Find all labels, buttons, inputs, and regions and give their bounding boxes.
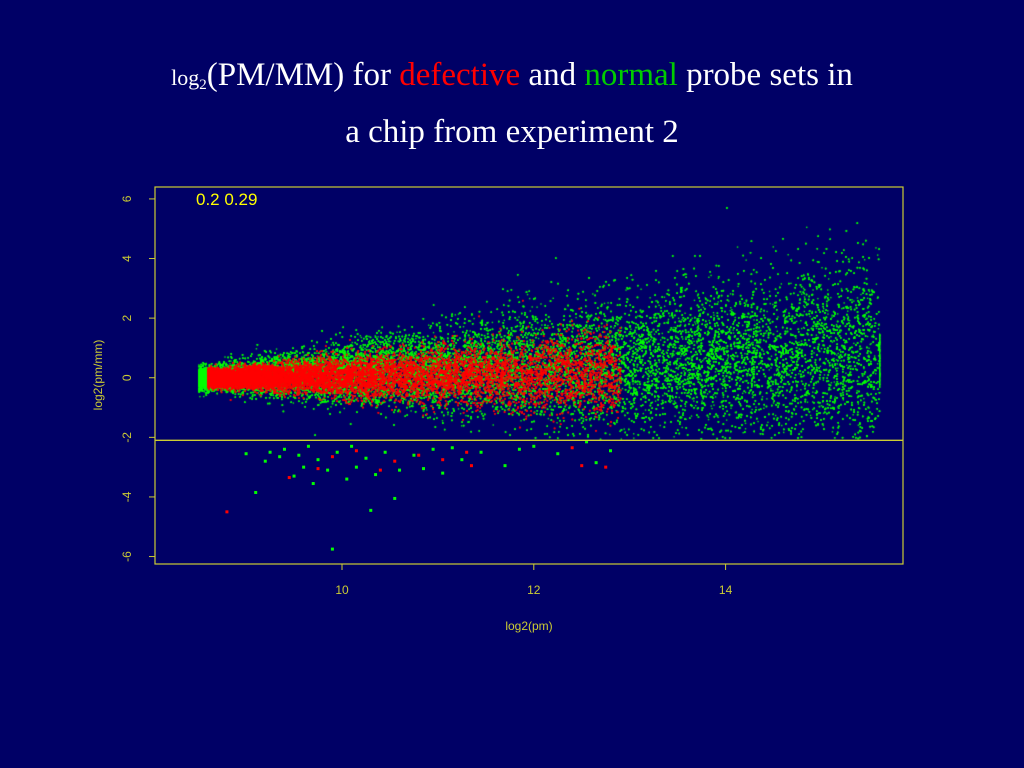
defective-point bbox=[330, 455, 334, 459]
outlier-points bbox=[225, 440, 613, 551]
normal-point bbox=[302, 465, 306, 469]
normal-point bbox=[326, 468, 330, 472]
normal-point bbox=[254, 490, 258, 494]
slide-title: log2(PM/MM) for defective and normal pro… bbox=[0, 52, 1024, 156]
defective-point bbox=[393, 459, 397, 463]
defective-point bbox=[570, 446, 574, 450]
defective-point bbox=[604, 465, 608, 469]
y-tick-label: 6 bbox=[120, 195, 134, 202]
y-axis-label: log2(pm/mm) bbox=[91, 340, 105, 411]
defective-point bbox=[465, 450, 469, 454]
defective-point bbox=[378, 468, 382, 472]
normal-point bbox=[594, 461, 598, 465]
title-and: and bbox=[520, 57, 585, 93]
normal-point bbox=[609, 449, 613, 453]
normal-point bbox=[268, 450, 272, 454]
title-part-2: probe sets in bbox=[677, 57, 853, 93]
normal-point bbox=[297, 453, 301, 457]
x-tick-label: 12 bbox=[527, 583, 541, 597]
normal-point bbox=[431, 447, 435, 451]
y-tick-label: 0 bbox=[120, 374, 134, 381]
normal-point bbox=[383, 450, 387, 454]
normal-point bbox=[282, 447, 286, 451]
point-cloud-image bbox=[155, 187, 903, 564]
normal-point bbox=[311, 482, 315, 486]
normal-point bbox=[450, 446, 454, 450]
title-line-2: a chip from experiment 2 bbox=[345, 114, 679, 150]
x-tick-label: 14 bbox=[719, 583, 733, 597]
normal-point bbox=[532, 444, 536, 448]
y-tick-label: 4 bbox=[120, 255, 134, 262]
defective-point bbox=[316, 467, 320, 471]
defective-point bbox=[287, 476, 291, 480]
stats-annotation: 0.2 0.29 bbox=[196, 190, 257, 209]
normal-point bbox=[335, 450, 339, 454]
normal-point bbox=[354, 465, 358, 469]
normal-point bbox=[364, 456, 368, 460]
normal-point bbox=[350, 444, 354, 448]
normal-point bbox=[369, 508, 373, 512]
normal-point bbox=[374, 473, 378, 477]
normal-point bbox=[556, 452, 560, 456]
defective-point bbox=[354, 449, 358, 453]
y-tick-label: -2 bbox=[120, 432, 134, 443]
title-subscript: 2 bbox=[199, 77, 207, 93]
title-line-1: log2(PM/MM) for defective and normal pro… bbox=[0, 52, 1024, 109]
normal-point bbox=[441, 471, 445, 475]
x-tick-label: 10 bbox=[335, 583, 349, 597]
x-axis-label: log2(pm) bbox=[505, 619, 552, 633]
normal-point bbox=[278, 455, 282, 459]
plot-frame bbox=[154, 186, 904, 565]
point-cloud bbox=[155, 187, 903, 564]
y-tick-label: 2 bbox=[120, 314, 134, 321]
normal-point bbox=[412, 453, 416, 457]
normal-point bbox=[422, 467, 426, 471]
axes: 10 12 14 -6 -4 -2 0 2 4 6 bbox=[120, 195, 733, 597]
normal-point bbox=[517, 447, 521, 451]
defective-point bbox=[580, 464, 584, 468]
normal-point bbox=[330, 547, 334, 551]
normal-point bbox=[585, 440, 589, 444]
normal-point bbox=[398, 468, 402, 472]
normal-point bbox=[345, 477, 349, 481]
y-tick-label: -4 bbox=[120, 491, 134, 502]
title-defective: defective bbox=[399, 57, 521, 93]
normal-point bbox=[292, 474, 296, 478]
normal-point bbox=[316, 458, 320, 462]
defective-point bbox=[469, 464, 473, 468]
normal-point bbox=[244, 452, 248, 456]
normal-point bbox=[263, 459, 267, 463]
normal-point bbox=[460, 458, 464, 462]
title-log: log bbox=[171, 65, 200, 90]
y-tick-label: -6 bbox=[120, 551, 134, 562]
normal-point bbox=[479, 450, 483, 454]
defective-point bbox=[417, 453, 421, 457]
defective-point bbox=[441, 458, 445, 462]
defective-point bbox=[225, 510, 229, 514]
normal-point bbox=[503, 464, 507, 468]
normal-point bbox=[306, 444, 310, 448]
title-normal: normal bbox=[584, 57, 678, 93]
title-part-1: (PM/MM) for bbox=[206, 57, 400, 93]
normal-point bbox=[393, 496, 397, 500]
